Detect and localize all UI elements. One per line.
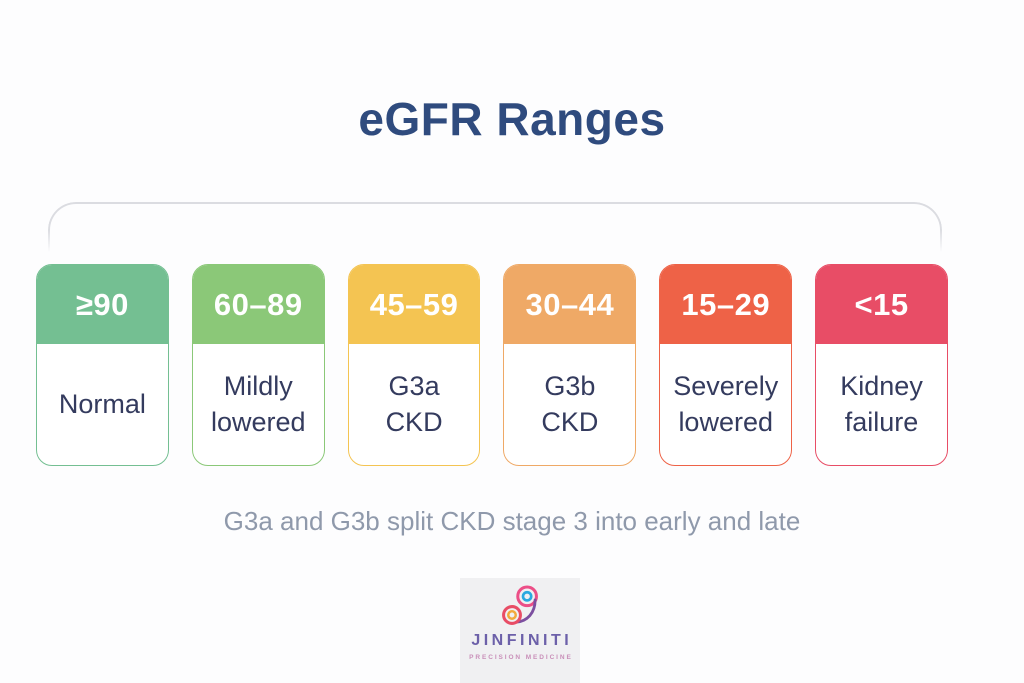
caption-text: G3a and G3b split CKD stage 3 into early… (223, 506, 801, 536)
egfr-card-g3a-ckd: 45–59 G3a CKD (347, 264, 481, 466)
egfr-card-normal: ≥90 Normal (36, 264, 169, 466)
range-value: 60–89 (192, 265, 324, 344)
jinfiniti-logo-icon (502, 585, 538, 625)
page-title: eGFR Ranges (358, 93, 666, 145)
range-label: Kidney failure (840, 370, 923, 437)
egfr-cards-row: ≥90 Normal 60–89 Mildly lowered 45–59 G3… (36, 264, 948, 466)
range-label: Normal (58, 388, 146, 419)
range-value: 15–29 (660, 265, 792, 344)
egfr-card-mildly-lowered: 60–89 Mildly lowered (191, 264, 325, 466)
jinfiniti-logo: JINFINITI PRECISION MEDICINE (460, 578, 580, 683)
egfr-card-kidney-failure: <15 Kidney failure (815, 264, 948, 466)
range-bracket (48, 202, 942, 252)
range-label: G3a CKD (385, 370, 443, 437)
logo-name-text: JINFINITI (471, 632, 573, 649)
range-label: G3b CKD (541, 370, 599, 437)
range-value: <15 (816, 265, 947, 344)
range-value: ≥90 (37, 265, 168, 344)
range-label: Severely lowered (673, 370, 779, 437)
egfr-card-severely-lowered: 15–29 Severely lowered (659, 264, 793, 466)
egfr-card-g3b-ckd: 30–44 G3b CKD (503, 264, 637, 466)
range-label: Mildly lowered (210, 370, 306, 437)
range-value: 30–44 (504, 265, 636, 344)
logo-tagline-text: PRECISION MEDICINE (469, 654, 573, 661)
range-value: 45–59 (348, 265, 480, 344)
